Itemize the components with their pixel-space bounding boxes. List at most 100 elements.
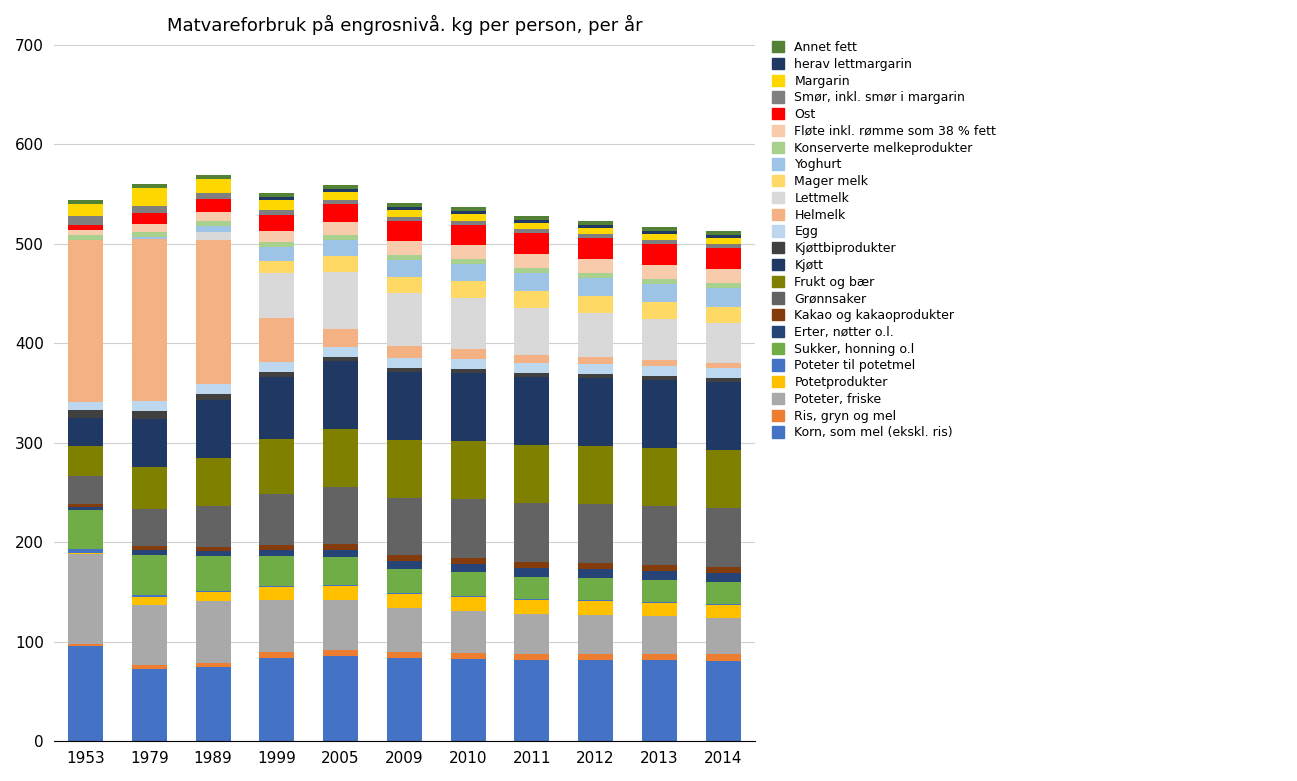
Bar <box>67 553 104 555</box>
Bar <box>515 254 550 268</box>
Bar <box>706 269 741 283</box>
Bar <box>578 312 613 358</box>
Bar <box>450 558 485 564</box>
Bar <box>450 207 485 211</box>
Legend: Annet fett, herav lettmargarin, Margarin, Smør, inkl. smør i margarin, Ost, Fløt: Annet fett, herav lettmargarin, Margarin… <box>768 37 1000 443</box>
Bar <box>196 663 231 667</box>
Bar <box>323 189 358 192</box>
Bar <box>259 439 294 494</box>
Bar <box>706 283 741 287</box>
Bar <box>706 582 741 604</box>
Bar <box>450 611 485 653</box>
Bar <box>259 373 294 377</box>
Bar <box>450 498 485 558</box>
Bar <box>578 660 613 741</box>
Bar <box>515 373 550 377</box>
Bar <box>323 235 358 240</box>
Bar <box>642 360 677 366</box>
Bar <box>196 199 231 212</box>
Bar <box>515 216 550 220</box>
Bar <box>323 656 358 741</box>
Bar <box>132 237 167 239</box>
Bar <box>515 233 550 254</box>
Bar <box>196 592 231 601</box>
Bar <box>67 410 104 418</box>
Bar <box>515 363 550 373</box>
Bar <box>706 508 741 567</box>
Bar <box>642 319 677 360</box>
Bar <box>132 401 167 411</box>
Bar <box>450 359 485 369</box>
Bar <box>450 596 485 597</box>
Bar <box>196 556 231 591</box>
Bar <box>706 235 741 238</box>
Bar <box>196 591 231 592</box>
Bar <box>578 563 613 569</box>
Bar <box>450 221 485 225</box>
Bar <box>706 307 741 323</box>
Bar <box>450 373 485 440</box>
Bar <box>642 565 677 571</box>
Bar <box>450 564 485 572</box>
Bar <box>259 587 294 600</box>
Bar <box>515 660 550 741</box>
Bar <box>132 213 167 224</box>
Title: Matvareforbruk på engrosnivå. kg per person, per år: Matvareforbruk på engrosnivå. kg per per… <box>166 15 642 35</box>
Bar <box>515 355 550 363</box>
Bar <box>706 382 741 450</box>
Bar <box>259 658 294 741</box>
Bar <box>387 608 422 652</box>
Bar <box>323 192 358 200</box>
Bar <box>515 654 550 660</box>
Bar <box>132 232 167 237</box>
Bar <box>642 234 677 240</box>
Bar <box>259 600 294 652</box>
Bar <box>578 259 613 273</box>
Bar <box>67 555 104 644</box>
Bar <box>642 380 677 448</box>
Bar <box>450 653 485 658</box>
Bar <box>387 652 422 658</box>
Bar <box>132 595 167 597</box>
Bar <box>515 562 550 569</box>
Bar <box>706 450 741 508</box>
Bar <box>578 374 613 378</box>
Bar <box>515 291 550 308</box>
Bar <box>578 569 613 578</box>
Bar <box>323 544 358 551</box>
Bar <box>706 323 741 363</box>
Bar <box>450 280 485 298</box>
Bar <box>132 467 167 508</box>
Bar <box>450 264 485 280</box>
Bar <box>323 600 358 650</box>
Bar <box>642 505 677 565</box>
Bar <box>642 654 677 660</box>
Bar <box>515 599 550 600</box>
Bar <box>387 293 422 346</box>
Bar <box>642 244 677 265</box>
Bar <box>67 225 104 230</box>
Bar <box>132 597 167 605</box>
Bar <box>259 652 294 658</box>
Bar <box>642 227 677 231</box>
Bar <box>642 265 677 279</box>
Bar <box>387 555 422 562</box>
Bar <box>578 504 613 563</box>
Bar <box>323 272 358 330</box>
Bar <box>323 200 358 204</box>
Bar <box>259 200 294 210</box>
Bar <box>450 349 485 359</box>
Bar <box>706 369 741 378</box>
Bar <box>67 418 104 446</box>
Bar <box>259 318 294 362</box>
Bar <box>642 279 677 284</box>
Bar <box>450 597 485 611</box>
Bar <box>706 363 741 369</box>
Bar <box>196 193 231 199</box>
Bar <box>196 180 231 193</box>
Bar <box>387 593 422 594</box>
Bar <box>259 362 294 373</box>
Bar <box>706 287 741 307</box>
Bar <box>387 203 422 207</box>
Bar <box>387 658 422 741</box>
